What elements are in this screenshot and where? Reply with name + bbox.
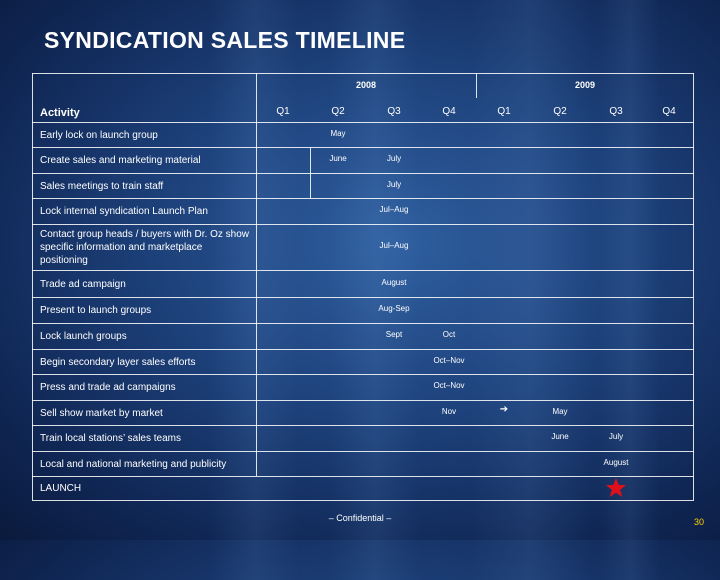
timeline-table: 2008 2009 Q1 Q2 Q3 Q4 Q1 Q2 Q3 Q4 Activity Early lo… [32,73,694,501]
grid-border [32,73,33,500]
timeline-cell: Jul–Aug [379,241,409,250]
confidential-footer: – Confidential – [328,513,392,523]
timeline-cell: August [381,277,407,287]
timeline-cell: Sept [385,330,403,339]
timeline-cell: Oct–Nov [433,381,465,390]
quarter-header: Q1 [276,106,290,117]
grid-hline [32,400,694,401]
grid-hline [32,73,694,74]
timeline-cell: Jul–Aug [379,205,409,214]
timeline-cell: July [386,179,402,189]
year-header: 2008 [355,80,377,90]
activity-header: Activity [40,107,80,119]
timeline-cell: Oct [442,330,456,339]
page-title: SYNDICATION SALES TIMELINE [44,27,406,53]
timeline-cell: May [552,406,568,416]
activity-label: Press and trade ad campaigns [40,382,176,393]
activity-label: Trade ad campaign [40,278,126,290]
timeline-cell: July [608,432,624,441]
quarter-header: Q4 [442,106,456,117]
grid-hline [32,198,694,199]
timeline-cell: August [603,457,629,467]
activity-label: Create sales and marketing material [40,155,201,166]
year-divider [476,73,477,98]
activity-label: Early lock on launch group [40,129,158,141]
red-star-icon [605,477,627,497]
timeline-cell: Nov [441,406,457,416]
page-number: 30 [693,517,704,527]
activity-label: Begin secondary layer sales efforts [40,356,196,368]
timeline-cell: June [551,432,569,441]
year-header: 2009 [574,80,596,90]
grid-hline [32,122,694,123]
grid-hline [32,224,694,225]
grid-hline [32,297,694,298]
activity-label: Contact group heads / buyers with Dr. Oz… [40,229,249,266]
timeline-cell: Oct–Nov [433,355,465,365]
grid-hline [32,476,694,477]
timeline-cell: May [330,128,346,138]
grid-hline [32,323,694,324]
activity-label: Sales meetings to train staff [40,180,164,192]
activity-label: Lock internal syndication Launch Plan [40,206,208,217]
activity-label: Train local stations’ sales teams [40,433,181,444]
right-arrow-icon: ➔ [499,403,509,415]
grid-hline [32,374,694,375]
grid-hline [32,270,694,271]
grid-hline [32,451,694,452]
quarter-header: Q4 [662,106,676,117]
grid-hline [32,349,694,350]
quarter-header: Q2 [553,106,567,117]
grid-hline [32,425,694,426]
grid-hline [32,173,694,174]
activity-label: Lock launch groups [40,331,127,342]
grid-hline [32,147,694,148]
quarter-header: Q3 [387,106,401,117]
activity-label: Sell show market by market [40,407,163,419]
grid-hline [32,500,694,501]
grid-vline [310,147,311,199]
quarter-header: Q3 [609,106,623,117]
grid-border [693,73,694,500]
quarter-header: Q1 [497,106,511,117]
activity-label: Present to launch groups [40,305,152,316]
activity-column-divider [256,73,257,476]
timeline-cell: July [386,154,402,163]
activity-label: LAUNCH [40,483,82,494]
quarter-header: Q2 [331,106,345,117]
timeline-cell: June [329,154,347,163]
timeline-cell: Aug-Sep [378,304,410,313]
activity-label: Local and national marketing and publici… [40,458,227,470]
